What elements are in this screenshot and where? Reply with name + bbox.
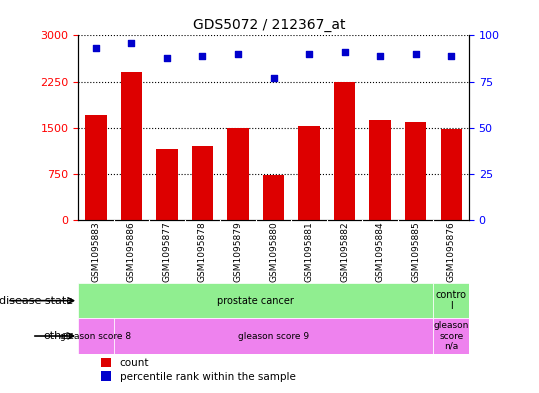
Bar <box>440 129 462 220</box>
Bar <box>78 318 114 354</box>
Bar <box>114 318 433 354</box>
Bar <box>227 128 248 220</box>
Point <box>163 54 171 61</box>
Text: disease state: disease state <box>0 296 73 306</box>
Point <box>92 45 100 51</box>
Bar <box>121 72 142 220</box>
Text: GSM1095882: GSM1095882 <box>340 221 349 282</box>
Point <box>270 75 278 81</box>
Text: GSM1095885: GSM1095885 <box>411 221 420 282</box>
Bar <box>263 175 284 220</box>
Text: GSM1095880: GSM1095880 <box>269 221 278 282</box>
Bar <box>299 126 320 220</box>
Text: prostate cancer: prostate cancer <box>217 296 294 306</box>
Text: GSM1095878: GSM1095878 <box>198 221 207 282</box>
Text: GSM1095876: GSM1095876 <box>447 221 455 282</box>
Text: gleason score 9: gleason score 9 <box>238 332 309 340</box>
Text: GSM1095884: GSM1095884 <box>376 221 385 282</box>
Legend: count, percentile rank within the sample: count, percentile rank within the sample <box>97 354 300 386</box>
Text: other: other <box>43 331 73 341</box>
Point <box>447 53 455 59</box>
Point <box>340 49 349 55</box>
Bar <box>405 121 426 220</box>
Bar <box>433 283 469 318</box>
Text: gleason
score
n/a: gleason score n/a <box>433 321 469 351</box>
Text: GSM1095883: GSM1095883 <box>92 221 100 282</box>
Bar <box>156 149 178 220</box>
Point <box>127 40 136 46</box>
Point <box>234 51 243 57</box>
Text: GSM1095879: GSM1095879 <box>233 221 243 282</box>
Text: gleason score 8: gleason score 8 <box>60 332 132 340</box>
Bar <box>433 318 469 354</box>
Bar <box>334 82 355 220</box>
Text: GDS5072 / 212367_at: GDS5072 / 212367_at <box>194 18 345 32</box>
Text: contro
l: contro l <box>436 290 467 311</box>
Text: GSM1095877: GSM1095877 <box>162 221 171 282</box>
Text: GSM1095886: GSM1095886 <box>127 221 136 282</box>
Point <box>198 53 207 59</box>
Point <box>376 53 384 59</box>
Bar <box>192 146 213 220</box>
Text: GSM1095881: GSM1095881 <box>305 221 314 282</box>
Point <box>411 51 420 57</box>
Bar <box>85 116 107 220</box>
Bar <box>369 120 391 220</box>
Point <box>305 51 313 57</box>
